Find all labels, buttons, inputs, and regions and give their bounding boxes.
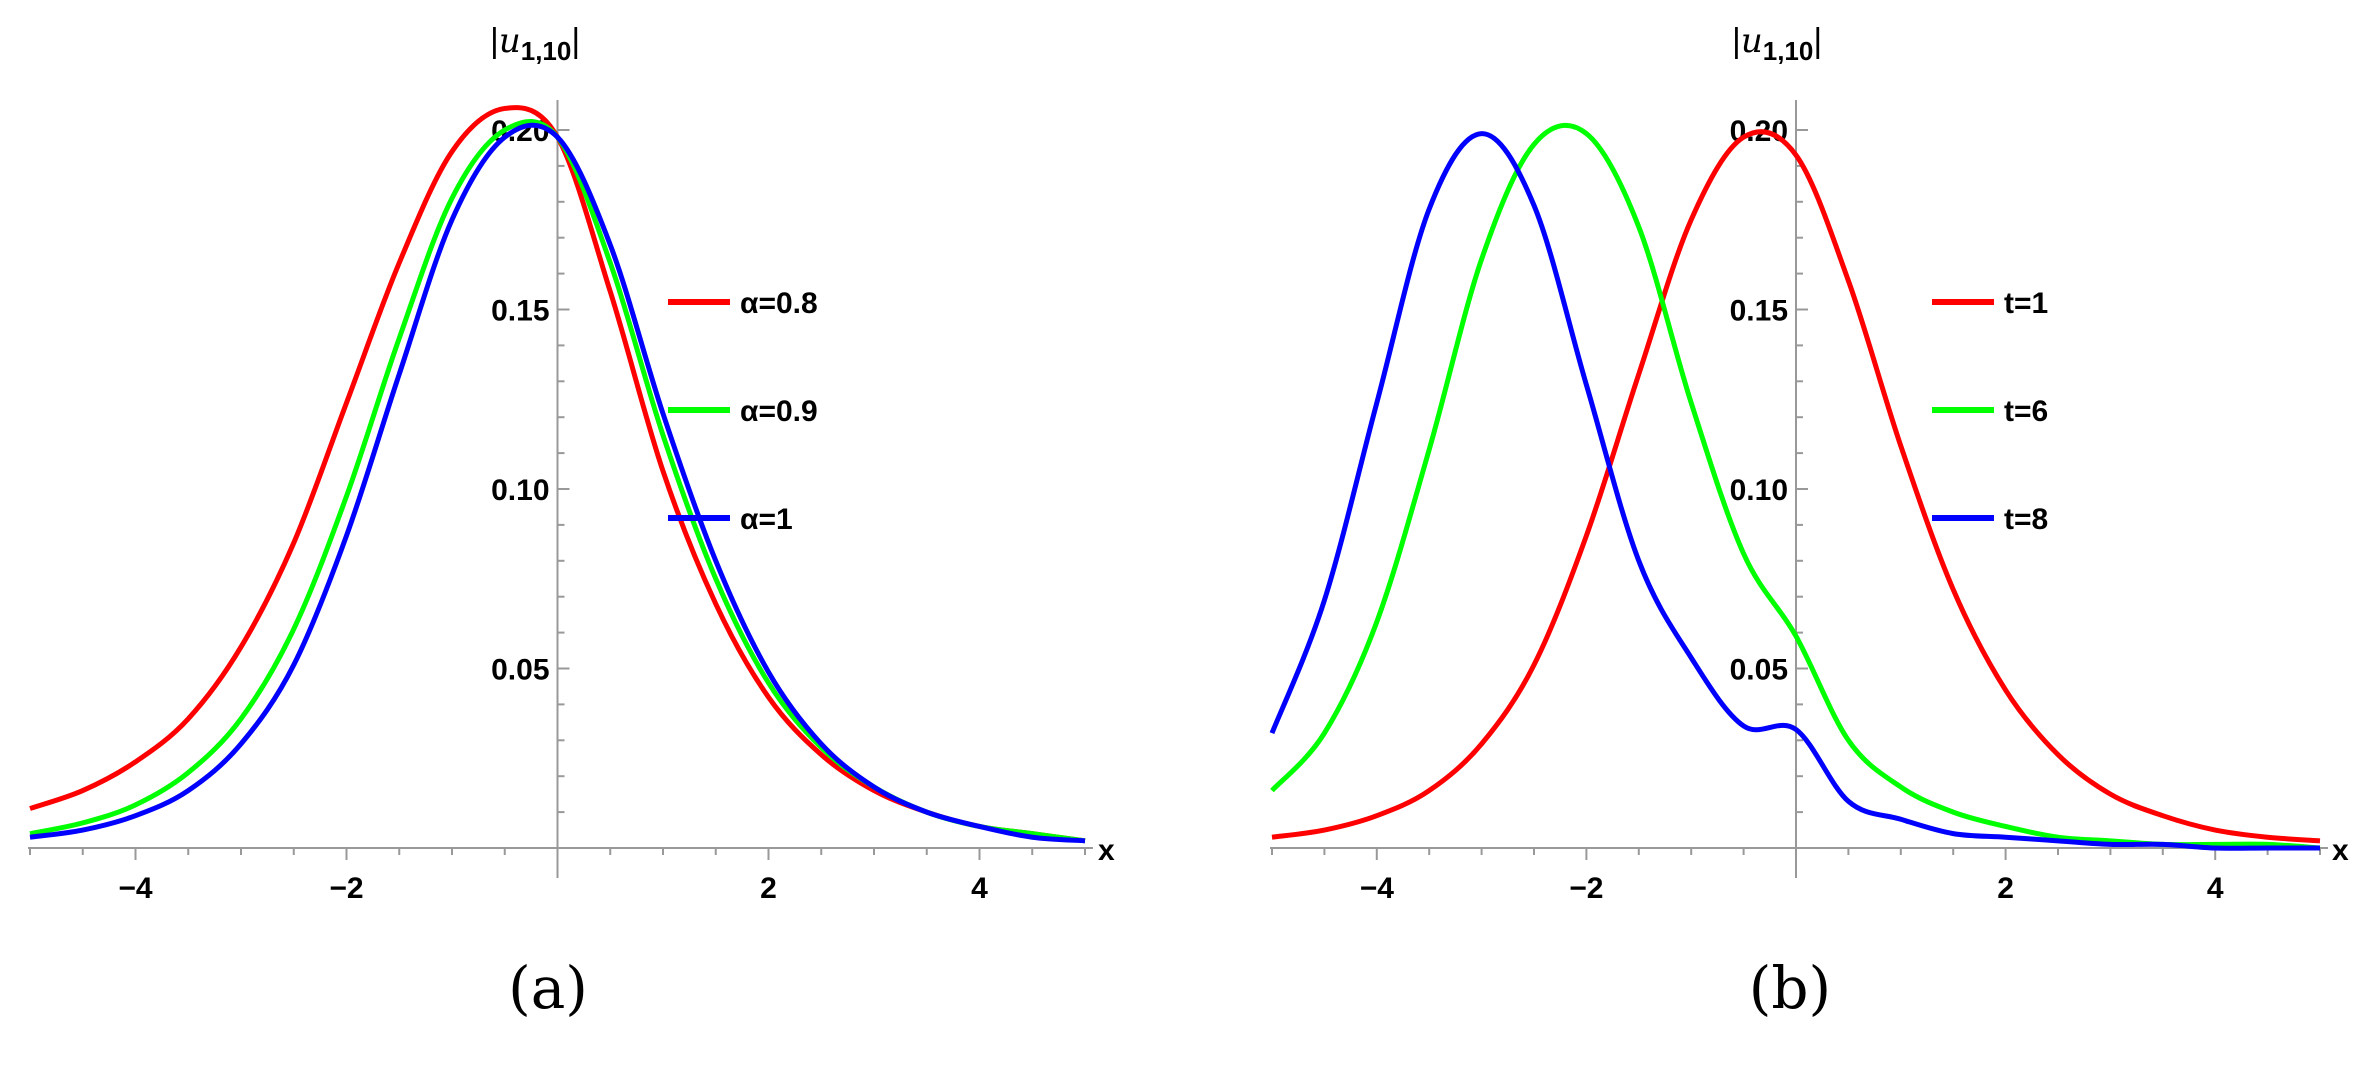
- x-axis-label: x: [1098, 834, 1115, 867]
- x-tick-label: 4: [971, 872, 988, 905]
- legend-label: t=1: [2004, 287, 2048, 320]
- x-tick-label: −4: [1360, 872, 1395, 905]
- y-tick-label: 0.10: [1730, 474, 1788, 507]
- y-tick-label: 0.05: [491, 654, 549, 687]
- x-tick-label: −4: [118, 872, 153, 905]
- legend-label: α=0.9: [740, 395, 818, 428]
- y-axis-label: |u1,10|: [490, 21, 580, 66]
- legend-label: t=6: [2004, 395, 2048, 428]
- y-tick-label: 0.10: [491, 474, 549, 507]
- series-line-b-3: [1269, 131, 2320, 851]
- y-tick-label: 0.15: [491, 295, 549, 328]
- x-axis-label: x: [2332, 834, 2349, 867]
- chart-panel-b: −4 −2 2 40.050.100.150.20x|u1,10|t=1t=6t=8(…: [1269, 21, 2349, 1022]
- chart-panel-a: −4 −2 2 40.050.100.150.20x|u1,10|α=0.8α=0.9…: [28, 21, 1115, 1022]
- legend-label: α=1: [740, 503, 793, 536]
- x-tick-label: 4: [2207, 872, 2224, 905]
- y-tick-label: 0.05: [1730, 654, 1788, 687]
- x-tick-label: 2: [760, 872, 777, 905]
- y-tick-label: 0.15: [1730, 295, 1788, 328]
- y-axis-label: |u1,10|: [1732, 21, 1822, 66]
- x-tick-label: −2: [1569, 872, 1603, 905]
- x-tick-label: −2: [329, 872, 363, 905]
- x-tick-label: 2: [1997, 872, 2014, 905]
- series-line-b-1: [1271, 129, 2321, 844]
- panel-label: (b): [1749, 954, 1831, 1022]
- legend-label: α=0.8: [740, 287, 818, 320]
- panel-label: (a): [508, 954, 588, 1022]
- series-line-a-3: [29, 122, 1086, 844]
- series-line-b-2: [1270, 123, 2321, 851]
- legend-label: t=8: [2004, 503, 2048, 536]
